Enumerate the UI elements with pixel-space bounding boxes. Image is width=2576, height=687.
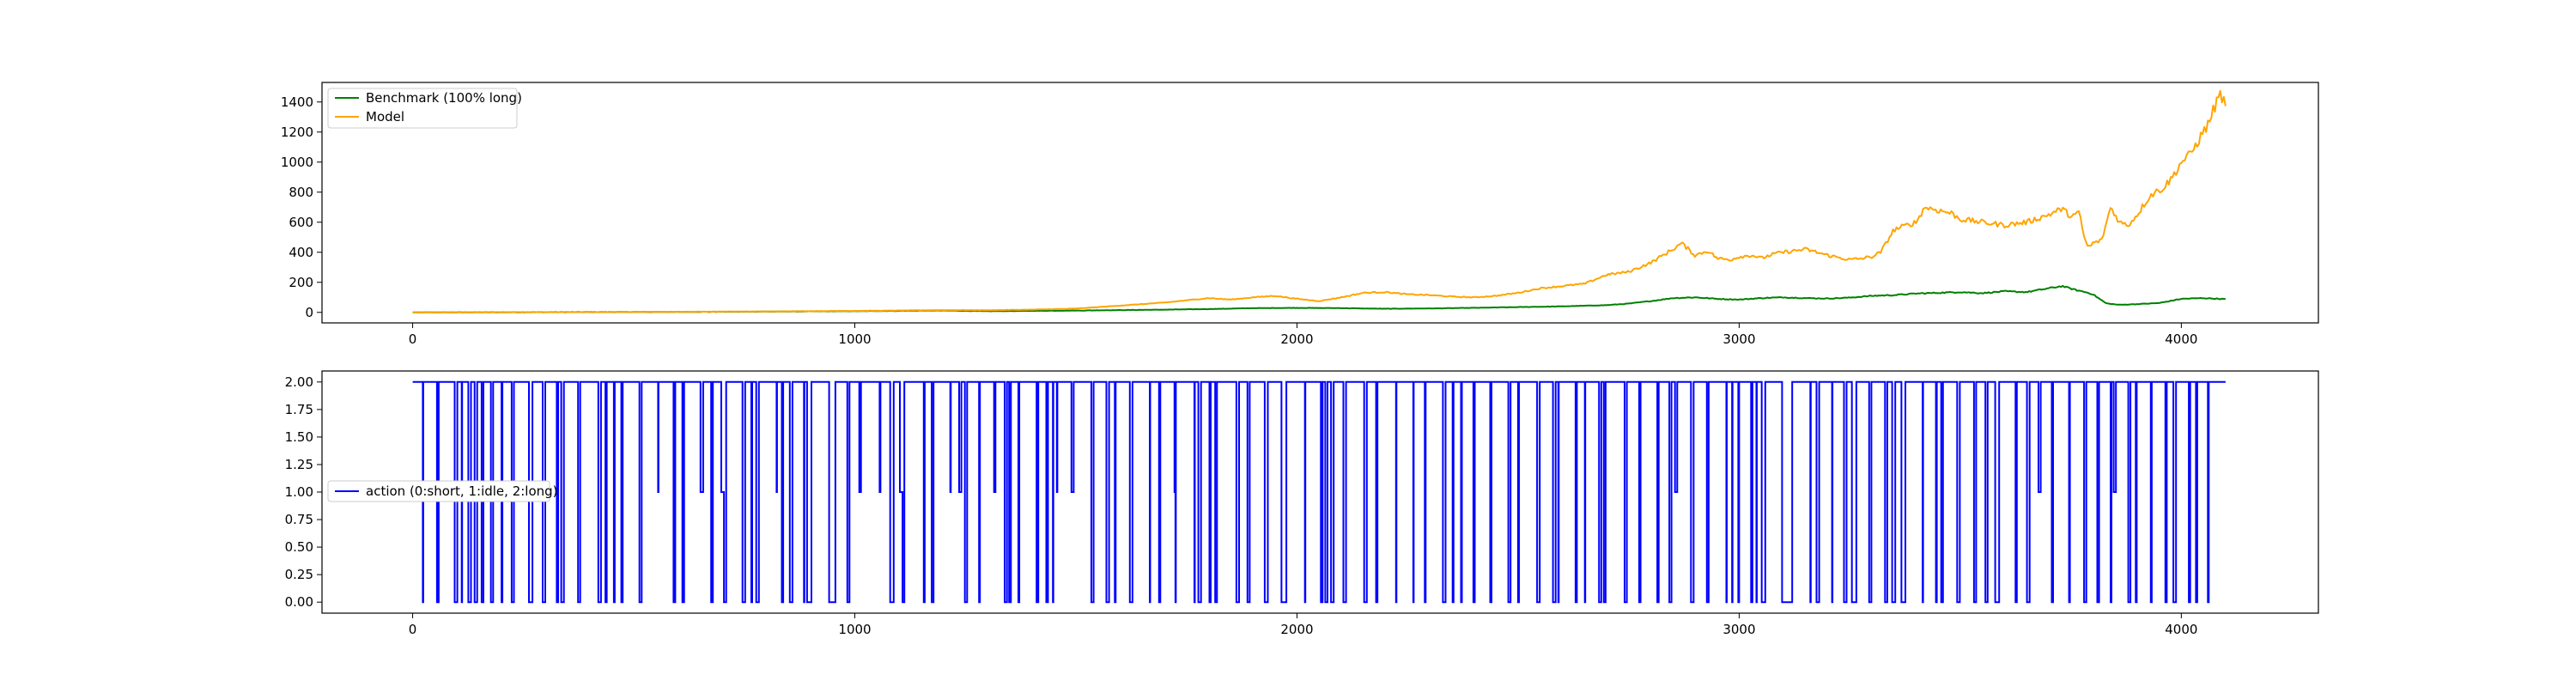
top-y-tick-label: 400 (289, 245, 313, 260)
bottom-series-lines (412, 380, 2226, 604)
bottom-x-tick-label: 1000 (838, 622, 871, 637)
top-series-lines (412, 89, 2227, 313)
top-x-ticks: 0 1000 2000 3000 4000 (409, 323, 2197, 347)
legend-label-model: Model (366, 109, 404, 125)
bottom-x-tick-label: 3000 (1722, 622, 1755, 637)
top-axes-frame (321, 82, 2319, 324)
top-x-tick-label: 4000 (2165, 331, 2197, 347)
series-line-model (412, 89, 2227, 313)
top-y-tick-label: 1400 (281, 94, 313, 110)
series-line-action (412, 380, 2226, 604)
bottom-y-tick-label: 0.25 (285, 567, 313, 582)
top-x-tick-label: 2000 (1280, 331, 1313, 347)
bottom-y-tick-label: 2.00 (285, 374, 313, 390)
bottom-x-ticks: 0 1000 2000 3000 4000 (409, 613, 2197, 637)
bottom-x-tick-label: 2000 (1280, 622, 1313, 637)
top-y-tick-label: 0 (305, 305, 313, 320)
bottom-y-tick-label: 1.00 (285, 484, 313, 500)
bottom-x-tick-label: 4000 (2165, 622, 2197, 637)
top-y-tick-label: 600 (289, 215, 313, 230)
top-y-tick-label: 1200 (281, 125, 313, 140)
top-axes: 0 1000 2000 3000 4000 0 200 400 600 800 1000 1200 1… (281, 82, 2319, 347)
top-x-tick-label: 3000 (1722, 331, 1755, 347)
legend-label-benchmark: Benchmark (100% long) (366, 90, 522, 106)
top-y-tick-label: 1000 (281, 155, 313, 170)
bottom-y-tick-label: 1.50 (285, 429, 313, 445)
bottom-x-tick-label: 0 (409, 622, 417, 637)
bottom-y-tick-label: 1.25 (285, 457, 313, 472)
bottom-y-tick-label: 1.75 (285, 402, 313, 417)
top-legend-box (327, 88, 518, 129)
bottom-legend: action (0:short, 1:idle, 2:long) (327, 480, 558, 502)
top-y-ticks: 0 200 400 600 800 1000 1200 1400 (281, 94, 322, 320)
bottom-y-tick-label: 0.50 (285, 539, 313, 555)
bottom-y-tick-label: 0.75 (285, 512, 313, 527)
top-y-tick-label: 200 (289, 275, 313, 290)
top-x-tick-label: 1000 (838, 331, 871, 347)
bottom-y-tick-label: 0.00 (285, 594, 313, 610)
top-legend: Benchmark (100% long) Model (327, 88, 522, 129)
bottom-legend-box (327, 480, 550, 502)
bottom-y-ticks: 0.00 0.25 0.50 0.75 1.00 1.25 1.50 1.75 2.00 (285, 374, 322, 610)
top-y-tick-label: 800 (289, 185, 313, 200)
legend-label-action: action (0:short, 1:idle, 2:long) (366, 483, 558, 499)
top-x-tick-label: 0 (409, 331, 417, 347)
bottom-axes: 0 1000 2000 3000 4000 0.00 0.25 0.50 0.75 1.00 1.… (285, 370, 2319, 637)
